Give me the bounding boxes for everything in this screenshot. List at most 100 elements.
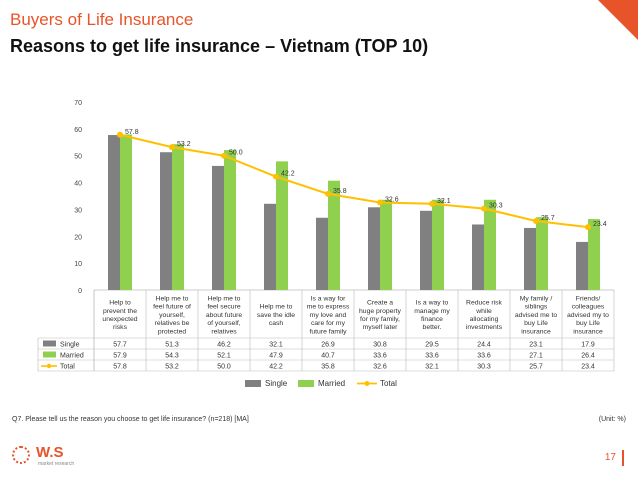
bar-single [368, 207, 380, 290]
point-total [377, 199, 383, 206]
bar-married [380, 199, 392, 290]
unit-note: (Unit: %) [598, 416, 626, 423]
point-total [533, 217, 539, 224]
section-eyebrow: Buyers of Life Insurance [10, 10, 194, 29]
x-category-label: protected [158, 328, 187, 335]
point-total [325, 190, 331, 197]
x-category-label: buy Life [524, 320, 548, 327]
page-number-bar [622, 450, 624, 466]
table-cell-total: 32.1 [425, 364, 439, 371]
table-cell-single: 46.2 [217, 342, 231, 349]
x-category-label: care for my [311, 320, 346, 327]
x-category-label: for my family, [360, 316, 400, 323]
table-cell-married: 33.6 [425, 353, 439, 360]
point-total [481, 205, 487, 212]
x-category-label: Reduce risk [466, 300, 502, 307]
x-category-label: about future [206, 312, 242, 319]
table-cell-single: 57.7 [113, 342, 127, 349]
x-category-label: investments [466, 324, 503, 331]
logo-subtext: market research [38, 461, 75, 467]
x-category-label: my love and [310, 312, 347, 319]
table-cell-married: 52.1 [217, 353, 231, 360]
x-category-label: relatives [211, 328, 237, 335]
x-category-label: manage my [414, 308, 450, 315]
table-cell-married: 26.4 [581, 353, 595, 360]
bar-married [536, 217, 548, 290]
x-category-label: myself later [363, 324, 398, 331]
x-category-label: unexpected [102, 316, 137, 323]
table-cell-single: 24.4 [477, 342, 491, 349]
data-label-total: 32.6 [385, 196, 399, 203]
bar-married [172, 144, 184, 290]
y-tick-label: 30 [74, 207, 82, 214]
x-category-label: feel secure [207, 304, 240, 311]
chart: 0 10 20 30 40 50 60 70 57.8 53.2 50.0 42.2 35.8 32.6 3… [37, 100, 615, 388]
bar-married [328, 180, 340, 290]
table-cell-married: 47.9 [269, 353, 283, 360]
table-cell-total: 57.8 [113, 364, 127, 371]
page-title: Reasons to get life insurance – Vietnam … [10, 36, 429, 56]
x-category-label: prevent the [103, 308, 137, 315]
point-total [221, 152, 227, 159]
point-total [169, 144, 175, 151]
data-label-total: 53.2 [177, 141, 191, 148]
data-label-total: 42.2 [281, 171, 295, 178]
y-tick-label: 10 [74, 261, 82, 268]
line-total [119, 133, 589, 229]
data-label-total: 25.7 [541, 215, 555, 222]
x-category-label: huge property [359, 308, 402, 315]
table-cell-total: 35.8 [321, 364, 335, 371]
data-label-total: 30.3 [489, 203, 503, 210]
table-cell-single: 26.9 [321, 342, 335, 349]
table-cell-single: 32.1 [269, 342, 283, 349]
table-cell-single: 51.3 [165, 342, 179, 349]
x-category-label: feel future of [153, 304, 191, 311]
table-cell-single: 30.8 [373, 342, 387, 349]
y-tick-label: 40 [74, 181, 82, 188]
legend-label-single: Single [265, 379, 288, 388]
table-series-label: Married [60, 353, 84, 360]
y-tick-label: 0 [78, 288, 82, 295]
table-cell-total: 25.7 [529, 364, 543, 371]
x-category-label: me to express [307, 304, 350, 311]
legend-label-married: Married [318, 379, 345, 388]
legend-key-single [245, 380, 261, 387]
data-label-total: 57.8 [125, 129, 139, 136]
bar-single [524, 227, 536, 290]
data-label-total: 23.4 [593, 221, 607, 228]
bar-single [472, 224, 484, 290]
x-category-label: Help me to [260, 304, 293, 311]
table-cell-total: 30.3 [477, 364, 491, 371]
x-category-label: future family [309, 328, 347, 335]
data-label-total: 35.8 [333, 188, 347, 195]
bar-single [264, 203, 276, 290]
point-total [117, 131, 123, 138]
x-category-label: Is a way to [416, 300, 449, 307]
x-category-label: insurance [573, 328, 603, 335]
bar-married [224, 150, 236, 290]
x-category-label: My family / [520, 296, 553, 303]
table-cell-single: 29.5 [425, 342, 439, 349]
x-category-label: while [475, 308, 492, 315]
x-category-label: yourself, [159, 312, 185, 319]
table-legend-key-total-marker [46, 363, 52, 369]
company-logo: W.S market research [12, 444, 92, 470]
bar-single [212, 165, 224, 290]
bar-single [160, 152, 172, 290]
point-total [585, 224, 591, 231]
table-cell-married: 33.6 [477, 353, 491, 360]
logo-text: W.S [36, 444, 64, 461]
point-total [429, 200, 435, 207]
x-category-label: risks [113, 324, 128, 331]
x-category-label: insurance [521, 328, 551, 335]
x-category-label: of yourself, [207, 320, 240, 327]
x-category-label: Friends/ [576, 296, 601, 303]
legend-key-total-marker [364, 381, 370, 386]
x-category-label: Create a [367, 300, 393, 307]
data-label-total: 32.1 [437, 198, 451, 205]
x-category-label: allocating [470, 316, 499, 323]
table-cell-married: 54.3 [165, 353, 179, 360]
bar-single [316, 217, 328, 290]
x-category-label: colleagues [572, 304, 605, 311]
table-cell-total: 42.2 [269, 364, 283, 371]
